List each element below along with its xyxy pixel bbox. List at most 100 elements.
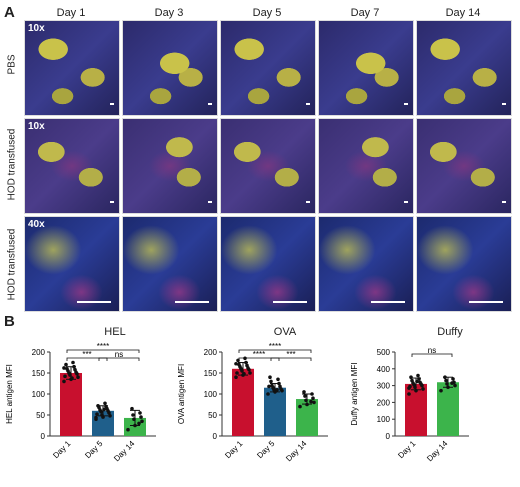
data-point xyxy=(276,377,280,382)
data-point xyxy=(248,371,252,375)
data-point xyxy=(234,375,238,379)
x-tick-label: Day 14 xyxy=(112,439,137,464)
data-point xyxy=(63,374,67,379)
y-tick-label: 300 xyxy=(377,382,391,391)
significance-label: **** xyxy=(97,342,109,351)
data-point xyxy=(237,362,241,367)
data-point xyxy=(409,375,413,379)
row-label-pbs: PBS xyxy=(6,54,18,75)
significance-bracket xyxy=(98,357,140,361)
data-point xyxy=(414,388,418,393)
data-point xyxy=(103,401,107,406)
panel-a-letter: A xyxy=(4,4,15,21)
micrograph-tile: 10x xyxy=(24,118,120,214)
data-point xyxy=(302,390,306,394)
data-point xyxy=(138,411,142,415)
data-point xyxy=(450,381,454,385)
scale-bar xyxy=(306,103,310,105)
data-point xyxy=(140,419,144,424)
micrograph-tile xyxy=(122,216,218,312)
micrograph-tile xyxy=(122,118,218,214)
significance-label: *** xyxy=(82,350,91,359)
hel-bar-chart: HEL antigen MFI 0 50 100 150 200 Day 1 Day 5 Day… xyxy=(5,342,156,464)
data-point xyxy=(73,367,77,372)
data-point xyxy=(446,385,450,390)
data-point xyxy=(94,415,98,420)
micrograph-tile xyxy=(416,216,512,312)
data-point xyxy=(72,364,76,369)
data-point xyxy=(244,360,248,365)
x-tick-label: Day 14 xyxy=(284,439,309,464)
y-axis-label: Duffy antigen MFI xyxy=(350,363,359,426)
x-tick-label: Day 1 xyxy=(223,439,245,461)
bar-day5 xyxy=(264,387,286,436)
ova-bar-chart: OVA antigen MFI 0 50 100 150 200 Day 1 Day 5 Day… xyxy=(177,342,328,464)
data-point xyxy=(104,404,108,409)
y-tick-label: 100 xyxy=(377,415,391,424)
micrograph-tile xyxy=(122,20,218,116)
data-point xyxy=(309,399,313,404)
data-point xyxy=(235,371,239,375)
y-tick-label: 200 xyxy=(377,398,391,407)
data-point xyxy=(126,427,130,432)
data-point xyxy=(71,360,75,365)
data-point xyxy=(266,392,270,396)
data-point xyxy=(417,377,421,381)
data-point xyxy=(415,379,419,384)
significance-label: ns xyxy=(428,346,436,355)
x-tick-label: Day 1 xyxy=(396,439,418,461)
significance-label: **** xyxy=(269,342,281,351)
data-point xyxy=(416,373,420,378)
data-point xyxy=(234,361,238,366)
data-point xyxy=(268,375,272,379)
data-point xyxy=(445,382,449,386)
micrograph-tile xyxy=(220,118,316,214)
data-point xyxy=(305,402,309,407)
data-point xyxy=(303,394,307,398)
micrograph-tile xyxy=(318,20,414,116)
row-label-hod-10x: HOD transfused xyxy=(6,128,18,201)
y-tick-label: 50 xyxy=(208,411,217,420)
data-point xyxy=(298,404,302,409)
y-tick-label: 200 xyxy=(32,348,46,357)
data-point xyxy=(76,375,80,379)
data-point xyxy=(242,372,246,376)
y-tick-label: 200 xyxy=(204,348,218,357)
column-label-day5: Day 5 xyxy=(252,7,282,19)
x-tick-label: Day 5 xyxy=(83,439,105,461)
scale-bar xyxy=(175,301,209,303)
y-tick-label: 0 xyxy=(386,432,391,441)
significance-label: *** xyxy=(286,350,295,359)
scale-bar xyxy=(502,201,506,203)
data-point xyxy=(102,407,106,412)
bar-day14 xyxy=(437,382,459,436)
micrograph-tile xyxy=(220,216,316,312)
scale-bar xyxy=(469,301,503,303)
y-tick-label: 0 xyxy=(213,432,218,441)
column-label-day3: Day 3 xyxy=(154,7,184,19)
chart-title-ova: OVA xyxy=(273,326,297,338)
data-point xyxy=(451,377,455,381)
magnification-label: 40x xyxy=(28,219,45,230)
data-point xyxy=(132,417,136,421)
significance-bracket xyxy=(270,357,312,361)
y-tick-label: 500 xyxy=(377,348,391,357)
data-point xyxy=(407,392,411,396)
data-point xyxy=(311,396,315,400)
y-tick-label: 400 xyxy=(377,365,391,374)
data-point xyxy=(62,366,66,370)
bar-day14 xyxy=(296,399,318,436)
row-label-hod-40x: HOD transfused xyxy=(6,228,18,301)
y-axis-label: HEL antigen MFI xyxy=(5,364,14,424)
y-tick-label: 100 xyxy=(204,390,218,399)
micrograph-tile xyxy=(416,118,512,214)
column-label-day7: Day 7 xyxy=(350,7,380,19)
y-tick-label: 100 xyxy=(32,390,46,399)
panel-b-letter: B xyxy=(4,313,15,330)
data-point xyxy=(270,383,274,388)
micrograph-tile xyxy=(318,118,414,214)
scale-bar xyxy=(77,301,111,303)
data-point xyxy=(96,403,100,408)
data-point xyxy=(137,421,141,426)
data-point xyxy=(269,379,273,384)
